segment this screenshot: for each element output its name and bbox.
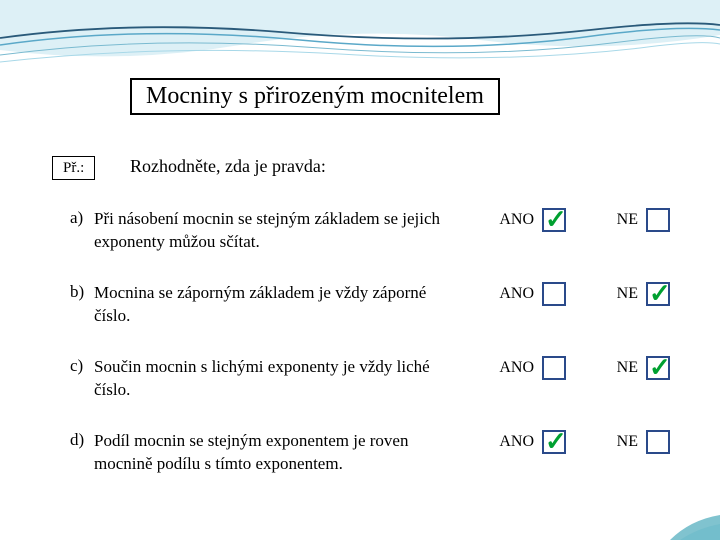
questions-list: a)Při násobení mocnin se stejným základe… bbox=[70, 208, 670, 504]
ano-label: ANO bbox=[496, 285, 534, 303]
answer-group: ANO NE ✓ bbox=[496, 356, 670, 380]
question-letter: c) bbox=[70, 356, 94, 376]
question-text: Mocnina se záporným základem je vždy záp… bbox=[94, 282, 462, 328]
question-row: a)Při násobení mocnin se stejným základe… bbox=[70, 208, 670, 254]
checkmark-icon: ✓ bbox=[545, 429, 567, 455]
ne-checkbox[interactable] bbox=[646, 208, 670, 232]
instruction-text: Rozhodněte, zda je pravda: bbox=[130, 156, 326, 177]
ne-checkbox[interactable]: ✓ bbox=[646, 282, 670, 306]
ne-label: NE bbox=[600, 359, 638, 377]
question-text: Součin mocnin s lichými exponenty je vžd… bbox=[94, 356, 462, 402]
answer-group: ANO ✓ NE bbox=[496, 430, 670, 454]
checkmark-icon: ✓ bbox=[649, 281, 671, 307]
ne-label: NE bbox=[600, 285, 638, 303]
page-title: Mocniny s přirozeným mocnitelem bbox=[146, 83, 484, 109]
ano-checkbox[interactable]: ✓ bbox=[542, 430, 566, 454]
question-row: d)Podíl mocnin se stejným exponentem je … bbox=[70, 430, 670, 476]
example-label-box: Př.: bbox=[52, 156, 95, 180]
question-row: b)Mocnina se záporným základem je vždy z… bbox=[70, 282, 670, 328]
ne-label: NE bbox=[600, 211, 638, 229]
checkmark-icon: ✓ bbox=[649, 355, 671, 381]
ano-label: ANO bbox=[496, 211, 534, 229]
ano-checkbox[interactable]: ✓ bbox=[542, 208, 566, 232]
example-label: Př.: bbox=[63, 160, 84, 176]
ano-checkbox[interactable] bbox=[542, 282, 566, 306]
title-container: Mocniny s přirozeným mocnitelem bbox=[130, 78, 500, 115]
question-row: c)Součin mocnin s lichými exponenty je v… bbox=[70, 356, 670, 402]
question-letter: a) bbox=[70, 208, 94, 228]
question-letter: d) bbox=[70, 430, 94, 450]
ne-label: NE bbox=[600, 433, 638, 451]
ano-label: ANO bbox=[496, 359, 534, 377]
answer-group: ANO ✓ NE bbox=[496, 208, 670, 232]
decorative-corner bbox=[660, 500, 720, 540]
checkmark-icon: ✓ bbox=[545, 207, 567, 233]
ano-label: ANO bbox=[496, 433, 534, 451]
ne-checkbox[interactable] bbox=[646, 430, 670, 454]
ne-checkbox[interactable]: ✓ bbox=[646, 356, 670, 380]
ano-checkbox[interactable] bbox=[542, 356, 566, 380]
question-text: Při násobení mocnin se stejným základem … bbox=[94, 208, 462, 254]
question-letter: b) bbox=[70, 282, 94, 302]
question-text: Podíl mocnin se stejným exponentem je ro… bbox=[94, 430, 462, 476]
answer-group: ANO NE ✓ bbox=[496, 282, 670, 306]
